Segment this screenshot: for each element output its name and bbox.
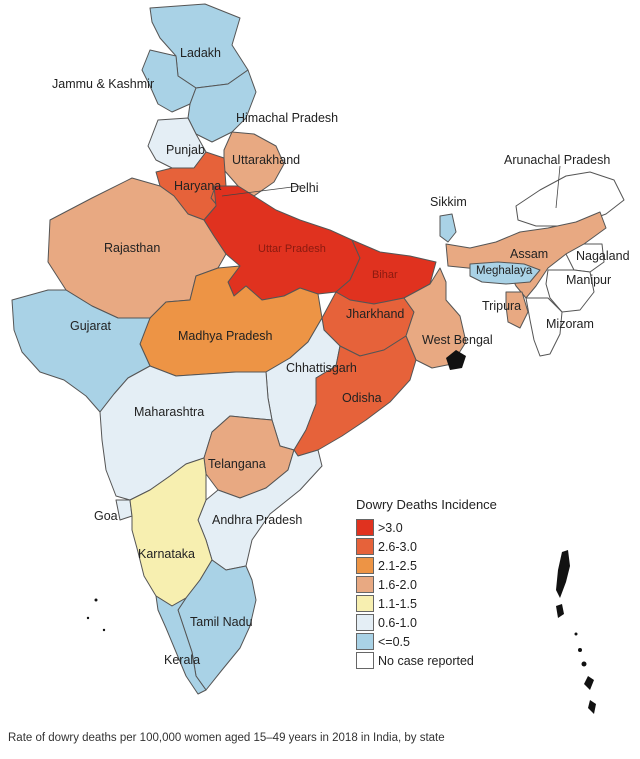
label-telangana: Telangana bbox=[208, 457, 266, 471]
label-kerala: Kerala bbox=[164, 653, 201, 667]
label-haryana: Haryana bbox=[174, 179, 222, 193]
state-sikkim bbox=[439, 213, 457, 243]
state-odisha bbox=[293, 335, 417, 457]
sundarbans-patch bbox=[446, 350, 466, 370]
label-punjab: Punjab bbox=[166, 143, 205, 157]
state-manipur bbox=[545, 269, 595, 313]
legend-label: No case reported bbox=[378, 653, 474, 668]
state-mizoram bbox=[525, 297, 563, 357]
lakshadweep-islands bbox=[86, 598, 106, 632]
legend-title: Dowry Deaths Incidence bbox=[356, 497, 497, 512]
legend-swatch bbox=[356, 519, 374, 536]
legend-swatch bbox=[356, 538, 374, 555]
label-uttar-pradesh: Uttar Pradesh bbox=[258, 243, 326, 255]
legend-item: 2.1-2.5 bbox=[356, 556, 546, 575]
label-himachal-pradesh: Himachal Pradesh bbox=[236, 111, 339, 125]
state-meghalaya bbox=[469, 261, 541, 285]
legend-item: No case reported bbox=[356, 651, 546, 670]
label-manipur: Manipur bbox=[566, 273, 612, 287]
label-gujarat: Gujarat bbox=[70, 319, 111, 333]
label-jharkhand: Jharkhand bbox=[346, 307, 405, 321]
state-kerala bbox=[155, 595, 207, 695]
caption: Rate of dowry deaths per 100,000 women a… bbox=[8, 732, 445, 744]
legend-item: 1.6-2.0 bbox=[356, 575, 546, 594]
label-west-bengal: West Bengal bbox=[422, 333, 493, 347]
label-uttarakhand: Uttarakhand bbox=[232, 153, 301, 167]
india-map: Ladakh Jammu & Kashmir Himachal Pradesh … bbox=[11, 3, 630, 714]
state-jammu-kashmir bbox=[141, 49, 197, 113]
legend-item: <=0.5 bbox=[356, 632, 546, 651]
label-arunachal-pradesh: Arunachal Pradesh bbox=[504, 153, 611, 167]
legend-label: <=0.5 bbox=[378, 634, 410, 649]
label-chhattisgarh: Chhattisgarh bbox=[286, 361, 357, 375]
legend-item: 2.6-3.0 bbox=[356, 537, 546, 556]
label-bihar: Bihar bbox=[372, 269, 398, 281]
legend-rows: >3.0 2.6-3.0 2.1-2.5 1.6-2.0 1.1-1.5 0.6-1.0 <… bbox=[356, 518, 546, 670]
legend-swatch bbox=[356, 633, 374, 650]
label-tripura: Tripura bbox=[482, 299, 522, 313]
label-andhra-pradesh: Andhra Pradesh bbox=[212, 513, 303, 527]
legend-item: >3.0 bbox=[356, 518, 546, 537]
legend-label: >3.0 bbox=[378, 520, 403, 535]
label-sikkim: Sikkim bbox=[430, 195, 467, 209]
legend-swatch bbox=[356, 557, 374, 574]
legend-label: 2.1-2.5 bbox=[378, 558, 417, 573]
label-rajasthan: Rajasthan bbox=[104, 241, 161, 255]
label-ladakh: Ladakh bbox=[180, 46, 222, 60]
label-jammu-kashmir: Jammu & Kashmir bbox=[52, 77, 155, 91]
legend-swatch bbox=[356, 652, 374, 669]
label-maharashtra: Maharashtra bbox=[134, 405, 205, 419]
legend-label: 2.6-3.0 bbox=[378, 539, 417, 554]
label-assam: Assam bbox=[510, 247, 549, 261]
label-madhya-pradesh: Madhya Pradesh bbox=[178, 329, 273, 343]
legend: Dowry Deaths Incidence >3.0 2.6-3.0 2.1-2.… bbox=[356, 497, 546, 670]
label-mizoram: Mizoram bbox=[546, 317, 594, 331]
label-odisha: Odisha bbox=[342, 391, 382, 405]
state-tripura bbox=[505, 291, 529, 329]
india-map-svg bbox=[11, 3, 625, 714]
legend-swatch bbox=[356, 595, 374, 612]
label-karnataka: Karnataka bbox=[138, 547, 195, 561]
legend-label: 1.6-2.0 bbox=[378, 577, 417, 592]
label-goa: Goa bbox=[94, 509, 118, 523]
state-goa bbox=[115, 499, 133, 521]
label-meghalaya: Meghalaya bbox=[476, 265, 533, 277]
label-delhi: Delhi bbox=[290, 181, 319, 195]
label-tamil-nadu: Tamil Nadu bbox=[190, 615, 253, 629]
legend-swatch bbox=[356, 614, 374, 631]
legend-item: 1.1-1.5 bbox=[356, 594, 546, 613]
state-arunachal-pradesh bbox=[515, 171, 625, 227]
legend-label: 0.6-1.0 bbox=[378, 615, 417, 630]
legend-item: 0.6-1.0 bbox=[356, 613, 546, 632]
legend-label: 1.1-1.5 bbox=[378, 596, 417, 611]
legend-swatch bbox=[356, 576, 374, 593]
andaman-nicobar-islands bbox=[556, 550, 596, 714]
label-nagaland: Nagaland bbox=[576, 249, 630, 263]
